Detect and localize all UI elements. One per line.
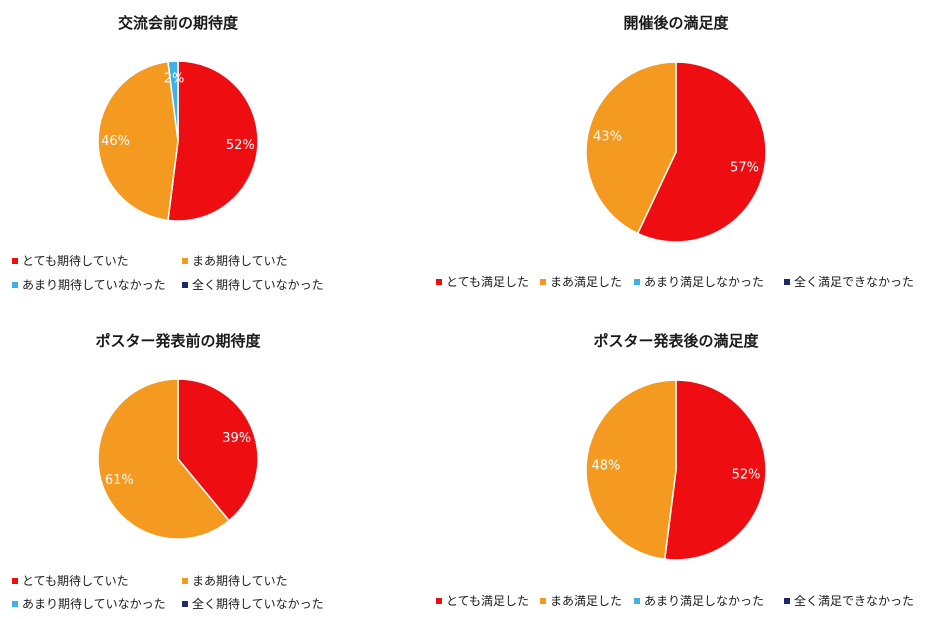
legend-label: あまり満足しなかった bbox=[644, 275, 765, 289]
legend-swatch bbox=[182, 577, 188, 584]
chart-title-expectation-poster: ポスター発表前の期待度 bbox=[95, 332, 261, 350]
legend-label: 全く満足できなかった bbox=[794, 275, 915, 289]
legend-label: まあ満足した bbox=[550, 275, 623, 289]
legend-label: まあ満足した bbox=[550, 594, 623, 608]
pie-slice-somewhat bbox=[97, 378, 231, 540]
legend-item: まあ期待していた bbox=[182, 252, 288, 269]
legend-item: まあ満足した bbox=[540, 273, 622, 290]
legend-label: あまり期待していなかった bbox=[22, 278, 166, 292]
chart-title-satisfaction-poster: ポスター発表後の満足度 bbox=[593, 332, 759, 350]
pie-slice-somewhat bbox=[585, 379, 677, 561]
legend-swatch bbox=[540, 597, 546, 604]
legend-label: とても満足した bbox=[446, 275, 530, 289]
legend-label: まあ期待していた bbox=[192, 254, 288, 268]
pie-slice-very bbox=[177, 378, 259, 522]
data-label-very: 52% bbox=[732, 467, 761, 482]
legend-label: とても満足した bbox=[446, 594, 530, 608]
legend-item: あまり期待していなかった bbox=[12, 276, 166, 293]
legend-swatch bbox=[12, 577, 18, 584]
data-label-somewhat: 48% bbox=[591, 459, 620, 474]
legend-swatch bbox=[436, 278, 442, 285]
legend-swatch bbox=[634, 278, 640, 285]
legend-swatch bbox=[12, 281, 18, 288]
legend-label: 全く満足できなかった bbox=[794, 594, 915, 608]
legend-swatch bbox=[12, 600, 18, 607]
legend-swatch bbox=[12, 257, 18, 264]
legend-label: とても期待していた bbox=[22, 574, 129, 588]
legend-label: 全く期待していなかった bbox=[192, 278, 324, 292]
pie-slice-very bbox=[663, 379, 767, 561]
legend-item: あまり満足しなかった bbox=[634, 273, 764, 290]
pie-slice-very bbox=[167, 60, 259, 222]
legend-item: まあ期待していた bbox=[182, 572, 288, 589]
data-label-somewhat: 46% bbox=[101, 134, 130, 149]
legend-item: とても満足した bbox=[436, 592, 529, 609]
legend-item: とても期待していた bbox=[12, 572, 129, 589]
legend-swatch bbox=[634, 597, 640, 604]
legend-item: まあ満足した bbox=[540, 592, 622, 609]
legend-item: あまり満足しなかった bbox=[634, 592, 764, 609]
legend-label: あまり満足しなかった bbox=[644, 594, 765, 608]
legend-item: あまり期待していなかった bbox=[12, 595, 166, 612]
legend-swatch bbox=[182, 281, 188, 288]
data-label-very: 52% bbox=[226, 138, 255, 153]
legend-swatch bbox=[182, 257, 188, 264]
pie-slice-somewhat bbox=[97, 60, 179, 222]
legend-swatch bbox=[784, 597, 790, 604]
legend-label: まあ期待していた bbox=[192, 574, 288, 588]
legend-item: とても満足した bbox=[436, 273, 529, 290]
legend-item: 全く期待していなかった bbox=[182, 276, 324, 293]
legend-swatch bbox=[540, 278, 546, 285]
legend-item: 全く満足できなかった bbox=[784, 273, 914, 290]
pie-slice-not-much bbox=[167, 60, 179, 142]
data-label-somewhat: 61% bbox=[105, 473, 134, 488]
legend-label: あまり期待していなかった bbox=[22, 597, 166, 611]
legend-swatch bbox=[182, 600, 188, 607]
legend-item: 全く期待していなかった bbox=[182, 595, 324, 612]
chart-title-expectation-exchange: 交流会前の期待度 bbox=[117, 14, 238, 32]
legend-swatch bbox=[436, 597, 442, 604]
legend-swatch bbox=[784, 278, 790, 285]
legend-label: とても期待していた bbox=[22, 254, 129, 268]
pie-slice-very bbox=[636, 61, 767, 243]
data-label-very: 39% bbox=[222, 431, 251, 446]
legend-label: 全く期待していなかった bbox=[192, 597, 324, 611]
data-label-very: 57% bbox=[730, 160, 759, 175]
data-label-somewhat: 43% bbox=[593, 130, 622, 145]
pie-slice-somewhat bbox=[585, 61, 677, 235]
legend-item: とても期待していた bbox=[12, 252, 129, 269]
legend-item: 全く満足できなかった bbox=[784, 592, 914, 609]
chart-title-satisfaction-after: 開催後の満足度 bbox=[623, 14, 729, 32]
data-label-not-much: 2% bbox=[164, 72, 185, 87]
